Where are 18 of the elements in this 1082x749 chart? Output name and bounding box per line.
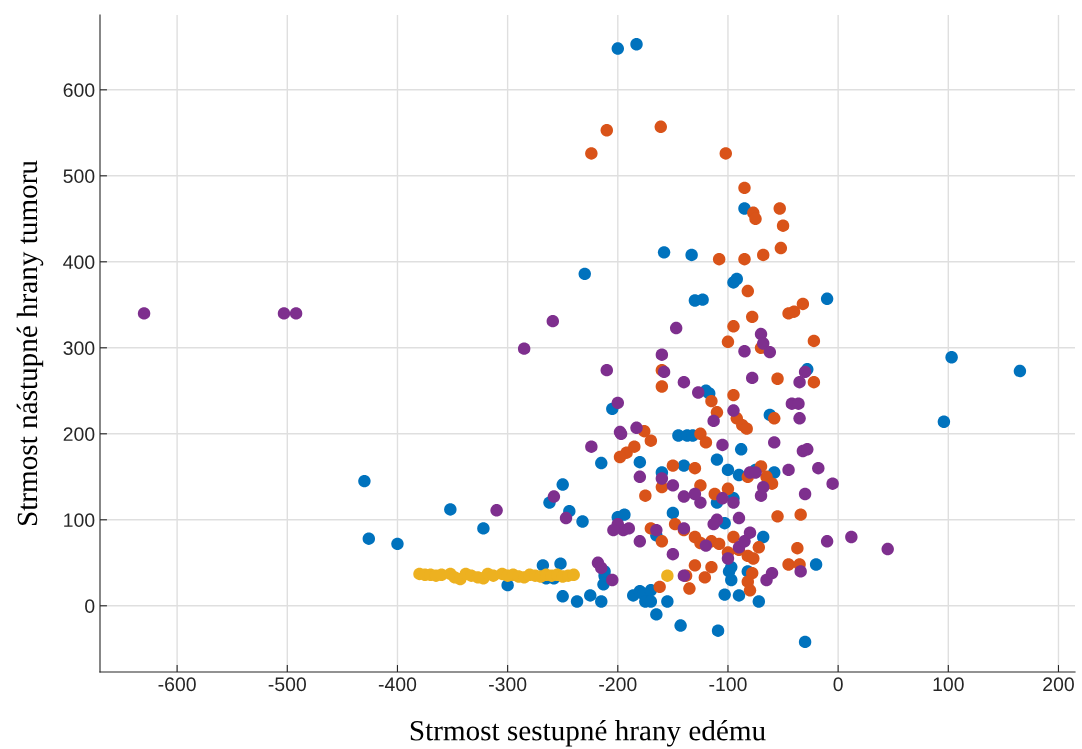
x-tick-label: 200: [1043, 677, 1074, 692]
y-tick-label: 100: [64, 513, 95, 528]
x-tick-label: -500: [268, 677, 306, 692]
y-tick-label: 400: [63, 255, 95, 270]
x-tick-label: -400: [378, 677, 417, 692]
y-tick-label: 500: [63, 169, 95, 184]
x-tick-label: 100: [933, 677, 964, 692]
y-tick-label: 200: [63, 427, 95, 442]
x-tick-label: -600: [158, 677, 196, 692]
x-tick-label: 0: [833, 677, 843, 692]
x-axis-title: Strmost sestupné hrany edému: [410, 719, 766, 747]
x-tick-label: -300: [489, 677, 527, 692]
y-tick-label: 300: [63, 341, 95, 356]
x-tick-label: -100: [709, 677, 747, 692]
y-tick-label: 0: [85, 599, 95, 614]
y-tick-label: 600: [63, 83, 95, 98]
y-axis-title: Strmost nástupné hrany tumoru: [16, 160, 44, 526]
x-tick-label: -200: [599, 677, 637, 692]
